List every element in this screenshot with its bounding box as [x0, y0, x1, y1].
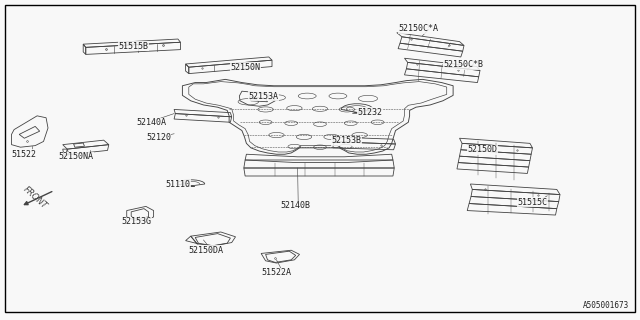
Text: 52153B: 52153B: [332, 136, 362, 145]
Text: 51232: 51232: [357, 108, 382, 116]
Text: 51110: 51110: [165, 180, 190, 188]
Text: 51515B: 51515B: [118, 42, 148, 51]
Text: A505001673: A505001673: [583, 301, 629, 310]
Text: 52150C*A: 52150C*A: [398, 24, 438, 33]
Text: 52150DA: 52150DA: [189, 246, 224, 255]
Text: 51522: 51522: [12, 150, 36, 159]
Text: 52150D: 52150D: [467, 145, 497, 154]
Text: FRONT: FRONT: [22, 185, 49, 211]
Text: 52150N: 52150N: [230, 63, 260, 72]
Text: 52150NA: 52150NA: [59, 152, 94, 161]
Text: 51522A: 51522A: [261, 268, 291, 277]
Text: 52150C*B: 52150C*B: [444, 60, 484, 69]
Text: 52140B: 52140B: [280, 201, 310, 210]
Text: 51515C: 51515C: [517, 198, 547, 207]
Text: 52153A: 52153A: [248, 92, 278, 100]
Text: 52140A: 52140A: [136, 118, 166, 127]
Text: 52120: 52120: [146, 133, 171, 142]
Text: 52153G: 52153G: [122, 217, 152, 226]
